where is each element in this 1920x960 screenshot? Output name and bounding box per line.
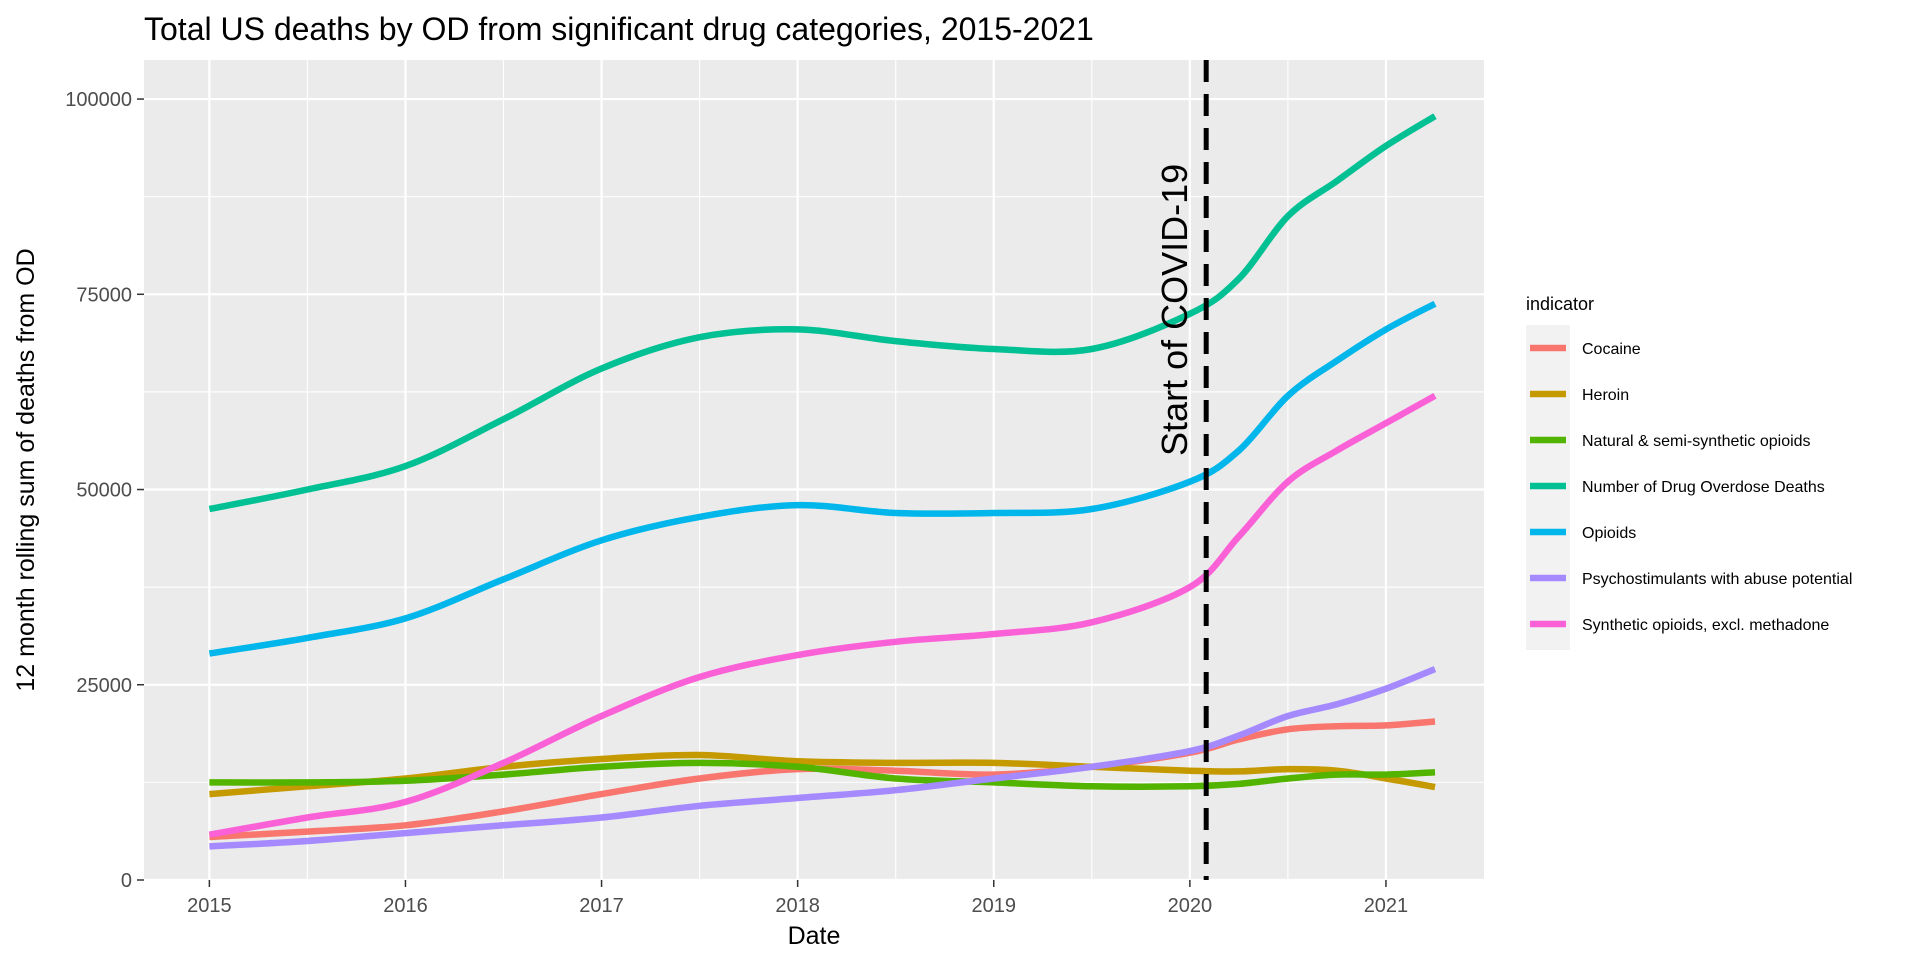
series-line-synthetic-opioids-excl-methadone	[208, 392, 1437, 838]
series-line-heroin	[209, 751, 1436, 798]
x-axis: 2015 2016 2017 2018 2019 2020 2021	[187, 880, 1408, 917]
x-tick-label: 2015	[187, 895, 232, 917]
legend-label-natural-semi-synthetic-opioids: Natural & semi-synthetic opioids	[1582, 433, 1811, 450]
covid-annotation-text: Start of COVID-19	[1154, 164, 1195, 456]
y-axis-title: 12 month rolling sum of deaths from OD	[12, 248, 40, 691]
y-tick-label: 100000	[65, 89, 132, 111]
y-axis: 0 25000 50000 75000 100000	[65, 89, 144, 892]
series-layer	[208, 113, 1437, 850]
legend: indicator Cocaine Heroin Natural & semi-sy…	[1526, 294, 1852, 650]
x-tick-label: 2021	[1364, 895, 1409, 917]
y-tick-label: 50000	[76, 480, 132, 502]
plot-panel	[144, 60, 1484, 880]
chart-title: Total US deaths by OD from significant d…	[144, 11, 1094, 47]
legend-label-opioids: Opioids	[1582, 525, 1636, 542]
legend-label-cocaine: Cocaine	[1582, 341, 1641, 358]
x-tick-label: 2017	[579, 895, 624, 917]
y-tick-label: 75000	[76, 284, 132, 306]
series-line-natural-semi-synthetic-opioids	[209, 759, 1436, 790]
legend-title: indicator	[1526, 294, 1594, 314]
legend-label-heroin: Heroin	[1582, 387, 1629, 404]
grid-minor	[144, 60, 1484, 880]
x-tick-label: 2019	[972, 895, 1017, 917]
x-tick-label: 2018	[775, 895, 820, 917]
x-axis-title: Date	[788, 922, 841, 950]
annotation-layer: Start of COVID-19	[1154, 60, 1209, 880]
x-tick-label: 2020	[1168, 895, 1213, 917]
y-tick-label: 0	[121, 870, 132, 892]
series-line-opioids	[208, 300, 1437, 657]
series-line-number-of-drug-overdose-deaths	[208, 113, 1437, 513]
series-line-cocaine	[209, 718, 1436, 841]
legend-label-synthetic-opioids-excl-methadone: Synthetic opioids, excl. methadone	[1582, 617, 1829, 634]
series-line-psychostimulants-with-abuse-potential	[209, 666, 1437, 850]
x-tick-label: 2016	[383, 895, 428, 917]
legend-label-psychostimulants-with-abuse-potential: Psychostimulants with abuse potential	[1582, 571, 1852, 588]
legend-label-number-of-drug-overdose-deaths: Number of Drug Overdose Deaths	[1582, 479, 1825, 496]
grid-major	[144, 60, 1484, 882]
y-tick-label: 25000	[76, 675, 132, 697]
